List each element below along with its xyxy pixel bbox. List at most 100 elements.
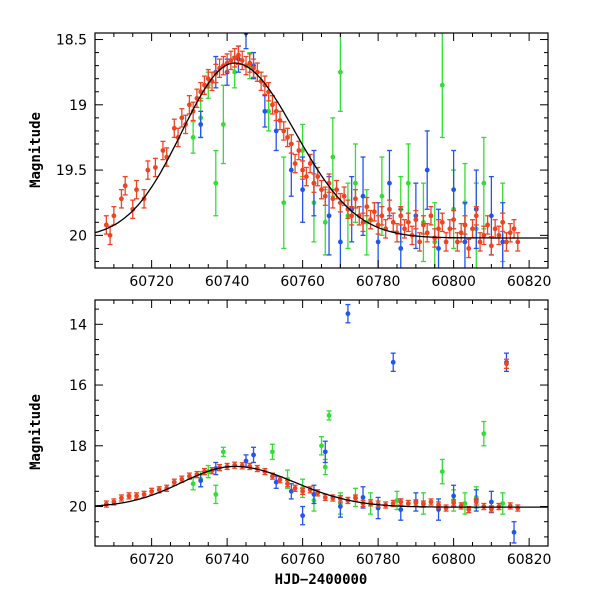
data-point [352,143,358,223]
data-point [266,81,272,102]
data-point [405,212,411,233]
data-point [352,189,358,209]
data-point [103,500,109,508]
data-point [439,33,445,139]
x-tick-label: 60820 [507,552,552,568]
data-point [500,212,506,233]
data-point [420,215,426,235]
data-point [190,121,196,154]
data-point [118,189,124,209]
data-point [481,420,487,447]
data-point [232,48,238,68]
data-point [413,499,419,507]
y-tick-label: 19.5 [56,163,87,179]
data-point [341,186,347,206]
data-point [285,127,291,148]
x-axis-title: HJD−2400000 [275,572,368,588]
data-point [303,166,309,187]
top-panel: 60720 60740 60760 60780 60800 60820 18.5 19 19.5… [56,32,551,290]
data-point [364,196,370,217]
data-point [292,153,298,174]
series-1 [198,33,506,268]
data-point [160,140,166,161]
data-point [451,499,457,507]
data-point [107,225,113,246]
data-point [485,215,491,235]
data-point [413,209,419,230]
data-point [458,502,464,510]
data-point [349,205,355,226]
data-point [224,53,230,73]
data-point [118,494,124,502]
data-point [300,160,306,180]
data-point [386,199,392,220]
data-point [300,487,306,496]
data-point [326,173,332,193]
data-point [103,215,109,235]
data-point [213,484,219,505]
plot-area [95,33,548,268]
data-point [281,121,287,141]
data-point [398,498,404,506]
data-point [503,358,509,369]
data-point [171,478,177,486]
data-point [122,175,128,196]
bottom-panel: 60720 60740 60760 60780 60800 60820 14 16 18 20 [69,299,552,568]
plot-area [95,303,548,544]
data-point [262,95,268,128]
data-point [296,140,302,161]
data-point [141,189,147,209]
data-point [262,75,268,96]
data-point [134,492,140,500]
data-point [428,498,434,506]
data-point [507,222,513,243]
data-point [194,88,200,109]
data-point [292,484,298,492]
data-point [239,50,245,71]
data-point [322,440,328,464]
data-point [375,202,381,268]
x-tick-label: 60800 [431,274,476,290]
data-point [515,504,521,512]
data-point [511,521,517,544]
data-point [319,436,324,456]
data-point [488,236,494,256]
data-point [368,209,374,230]
x-tick-label: 60760 [280,552,325,568]
data-point [375,215,381,235]
data-point [398,205,404,226]
data-point [337,33,343,112]
data-point [232,461,238,469]
data-point [326,410,332,421]
data-point [130,199,136,220]
data-point [179,475,185,483]
x-tick-label: 60740 [205,552,250,568]
x-tick-label: 60800 [431,552,476,568]
data-point [198,110,204,139]
x-tick-label: 60720 [129,552,174,568]
y-tick-label: 20 [69,228,87,244]
data-point [405,499,411,508]
data-point [269,443,275,461]
plot-frame [94,299,549,547]
data-point [439,458,445,485]
data-point [322,493,328,502]
data-point [500,492,506,515]
x-tick-label: 60740 [205,274,250,290]
data-point [322,186,328,206]
data-point [330,494,336,502]
data-point [462,492,468,515]
data-point [145,160,151,180]
data-point [220,84,226,165]
data-point [251,446,257,464]
data-point [515,232,521,252]
data-point [285,480,291,488]
data-point [477,232,483,252]
data-point [134,179,140,200]
top-y-axis-title: Magnitude [28,112,44,188]
data-point [451,209,457,230]
x-tick-label: 60720 [129,274,174,290]
data-point [198,81,204,102]
data-point [473,498,479,506]
